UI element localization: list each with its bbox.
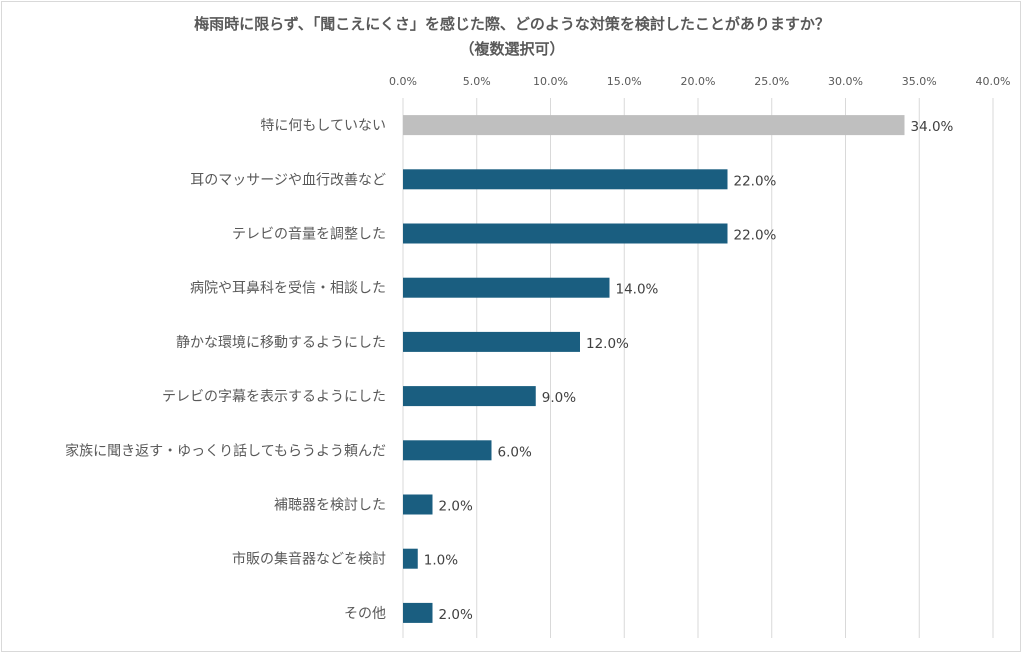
bar xyxy=(403,115,905,136)
category-label: 家族に聞き返す・ゆっくり話してもらうよう頼んだ xyxy=(65,442,386,459)
x-tick-label: 40.0% xyxy=(976,75,1011,88)
bar xyxy=(403,169,728,190)
x-tick-label: 35.0% xyxy=(902,75,937,88)
data-label: 2.0% xyxy=(439,499,473,515)
category-label: 市販の集音器などを検討 xyxy=(232,551,386,568)
x-tick-label: 5.0% xyxy=(463,75,491,88)
chart-title: 梅雨時に限らず、「聞こえにくさ」を感じた際、どのような対策を検討したことがありま… xyxy=(194,15,830,33)
data-label: 34.0% xyxy=(911,119,954,135)
bar xyxy=(403,223,728,244)
x-tick-label: 0.0% xyxy=(389,75,417,88)
x-tick-label: 10.0% xyxy=(533,75,568,88)
category-label: 静かな環境に移動するようにした xyxy=(176,335,386,351)
bar xyxy=(403,440,492,461)
chart-subtitle: （複数選択可） xyxy=(459,40,564,58)
x-tick-label: 30.0% xyxy=(828,75,863,88)
category-label: その他 xyxy=(344,606,386,622)
data-label: 12.0% xyxy=(586,336,629,352)
bar xyxy=(403,548,418,569)
data-label: 22.0% xyxy=(734,173,777,189)
category-label: 補聴器を検討した xyxy=(274,498,386,514)
bar xyxy=(403,494,433,515)
category-label: 病院や耳鼻科を受信・相談した xyxy=(190,280,386,297)
x-tick-label: 20.0% xyxy=(681,75,716,88)
data-label: 2.0% xyxy=(439,607,473,623)
bar xyxy=(403,602,433,623)
category-label: 特に何もしていない xyxy=(260,118,386,134)
data-label: 1.0% xyxy=(424,553,458,569)
category-label: 耳のマッサージや血行改善など xyxy=(190,172,386,188)
data-label: 22.0% xyxy=(734,228,777,244)
bar xyxy=(403,386,536,407)
bar xyxy=(403,331,580,352)
x-tick-label: 15.0% xyxy=(607,75,642,88)
category-label: テレビの字幕を表示するようにした xyxy=(162,389,386,405)
bar xyxy=(403,277,610,298)
data-label: 14.0% xyxy=(616,282,659,298)
data-label: 6.0% xyxy=(498,444,532,460)
x-tick-label: 25.0% xyxy=(754,75,789,88)
data-label: 9.0% xyxy=(542,390,576,406)
category-label: テレビの音量を調整した xyxy=(232,226,386,243)
